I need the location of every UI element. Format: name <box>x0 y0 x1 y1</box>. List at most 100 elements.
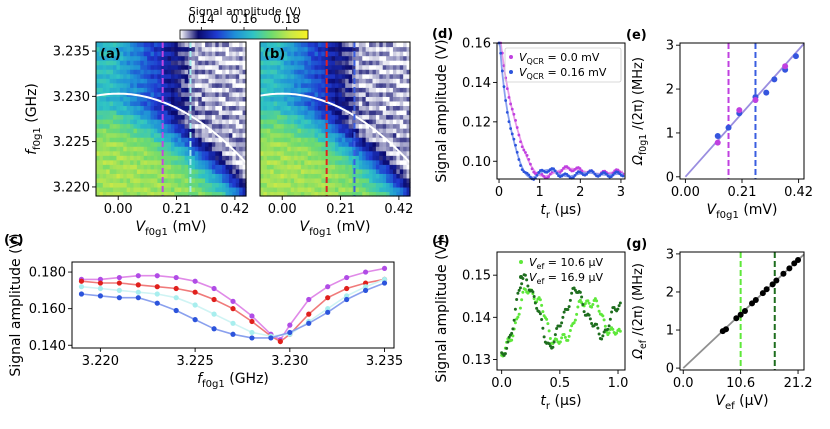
heatmap-cell <box>133 64 138 70</box>
heatmap-cell <box>273 82 278 88</box>
heatmap-cell <box>283 78 288 84</box>
data-point-series-1 <box>512 318 516 322</box>
heatmap-cell <box>171 137 176 143</box>
heatmap-cell <box>99 42 104 48</box>
heatmap-cell <box>386 123 391 129</box>
legend-label-main: V <box>529 256 538 269</box>
heatmap-cell <box>273 78 278 84</box>
heatmap-cell <box>123 146 128 152</box>
data-point-series-1 <box>578 290 582 294</box>
heatmap-cell <box>208 191 213 197</box>
heatmap-cell <box>191 87 196 93</box>
data-point-series-0 <box>530 167 534 171</box>
heatmap-cell <box>396 42 401 48</box>
heatmap-cell <box>181 137 186 143</box>
heatmap-cell <box>287 87 292 93</box>
heatmap-cell <box>372 42 377 48</box>
heatmap-cell <box>399 128 404 134</box>
heatmap-cell <box>311 87 316 93</box>
heatmap-cell <box>379 155 384 161</box>
heatmap-cell <box>324 100 329 107</box>
heatmap-cell <box>150 51 155 57</box>
data-point-purple <box>381 265 388 272</box>
heatmap-cell <box>102 73 107 79</box>
heatmap-cell <box>341 168 346 174</box>
heatmap-cell <box>147 168 152 174</box>
heatmap-cell <box>99 51 104 57</box>
heatmap-cell <box>113 128 118 134</box>
heatmap-cell <box>167 78 172 84</box>
heatmap-cell <box>119 46 124 52</box>
heatmap-cell <box>102 69 107 75</box>
data-point-series-0 <box>515 126 519 129</box>
data-point-cyan <box>78 284 85 290</box>
heatmap-cell <box>130 155 135 161</box>
heatmap-cell <box>171 155 176 161</box>
data-point-series-0 <box>510 338 514 342</box>
heatmap-cell <box>307 51 312 57</box>
heatmap-cell <box>201 60 206 66</box>
heatmap-cell <box>270 87 275 93</box>
heatmap-cell <box>167 150 172 156</box>
heatmap-cell <box>225 46 230 52</box>
heatmap-cell <box>201 51 206 57</box>
heatmap-cell <box>396 105 401 111</box>
heatmap-cell <box>225 73 230 79</box>
heatmap-cell <box>160 137 165 143</box>
heatmap-cell <box>399 182 404 188</box>
heatmap-cell <box>109 114 114 120</box>
heatmap-cell <box>218 150 223 156</box>
heatmap-cell <box>194 123 199 129</box>
heatmap-cell <box>317 141 322 147</box>
heatmap-cell <box>215 73 220 79</box>
heatmap-cell <box>355 186 360 193</box>
heatmap-cell <box>126 141 131 147</box>
heatmap-cell <box>392 168 397 174</box>
heatmap-cell <box>297 82 302 88</box>
heatmap-cell <box>358 100 363 107</box>
heatmap-cell <box>177 42 182 48</box>
heatmap-cell <box>215 173 220 179</box>
heatmap-cell <box>150 155 155 161</box>
heatmap-cell <box>228 51 233 57</box>
heatmap-cell <box>307 146 312 152</box>
heatmap-cell <box>331 64 336 70</box>
heatmap-cell <box>242 55 247 61</box>
heatmap-cell <box>188 100 193 107</box>
heatmap-cell <box>375 191 380 197</box>
heatmap-cell <box>317 155 322 161</box>
heatmap-cell <box>235 73 240 79</box>
heatmap-cell <box>365 109 370 116</box>
heatmap-cell <box>177 96 182 102</box>
heatmap-cell <box>297 141 302 147</box>
heatmap-cell <box>379 114 384 120</box>
heatmap-cell <box>106 168 111 174</box>
heatmap-cell <box>290 51 295 57</box>
heatmap-cell <box>403 132 408 138</box>
heatmap-cell <box>215 60 220 66</box>
heatmap-cell <box>242 186 247 193</box>
heatmap-cell <box>290 191 295 197</box>
heatmap-cell <box>311 123 316 129</box>
heatmap-cell <box>365 128 370 134</box>
heatmap-cell <box>167 73 172 79</box>
heatmap-cell <box>321 105 326 111</box>
heatmap-cell <box>392 182 397 188</box>
heatmap-cell <box>218 146 223 152</box>
heatmap-cell <box>277 51 282 57</box>
heatmap-cell <box>133 168 138 174</box>
data-point-series-0 <box>586 299 590 303</box>
heatmap-cell <box>379 186 384 193</box>
heatmap-cell <box>304 132 309 138</box>
heatmap-cell <box>239 96 244 102</box>
heatmap-cell <box>184 132 189 138</box>
heatmap-cell <box>177 69 182 75</box>
data-point-cyan <box>362 284 369 290</box>
heatmap-cell <box>140 91 145 97</box>
heatmap-cell <box>116 60 121 66</box>
heatmap-cell <box>181 100 186 107</box>
heatmap-cell <box>321 119 326 125</box>
heatmap-cell <box>211 182 216 188</box>
heatmap-cell <box>270 96 275 102</box>
